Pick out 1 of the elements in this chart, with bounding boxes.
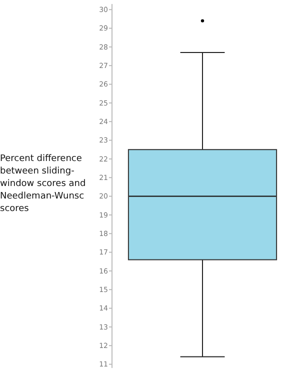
y-axis-title: Percent difference between sliding-window scores and Needleman-Wunsc scores (0, 154, 86, 214)
